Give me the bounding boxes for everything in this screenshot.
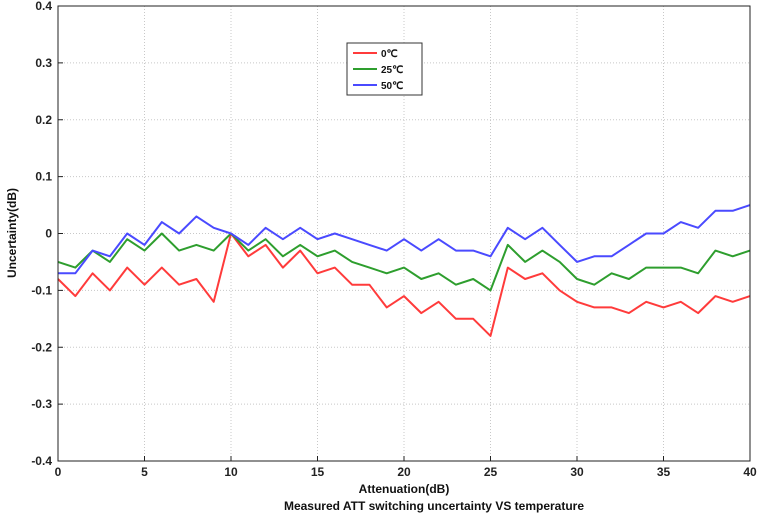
x-tick-label: 25 bbox=[484, 465, 498, 479]
y-tick-label: 0.2 bbox=[35, 113, 52, 127]
legend: 0℃ 25℃ 50℃ bbox=[346, 42, 423, 96]
x-tick-label: 0 bbox=[55, 465, 62, 479]
x-tick-label: 30 bbox=[570, 465, 584, 479]
x-tick-label: 20 bbox=[397, 465, 411, 479]
y-tick-label: -0.2 bbox=[31, 340, 52, 354]
y-tick-label: 0.1 bbox=[35, 170, 52, 184]
x-axis-label: Attenuation(dB) bbox=[359, 482, 450, 496]
chart-title: Measured ATT switching uncertainty VS te… bbox=[284, 499, 584, 513]
legend-label: 25℃ bbox=[381, 65, 403, 76]
x-tick-label: 35 bbox=[657, 465, 671, 479]
y-tick-label: 0 bbox=[45, 227, 52, 241]
y-tick-label: 0.3 bbox=[35, 56, 52, 70]
series-line bbox=[58, 204, 751, 275]
x-tick-label: 15 bbox=[311, 465, 325, 479]
y-tick-label: -0.3 bbox=[31, 397, 52, 411]
y-tick-label: -0.1 bbox=[31, 283, 52, 297]
series-line bbox=[57, 232, 751, 337]
y-tick-label: -0.4 bbox=[31, 454, 52, 468]
series-layer bbox=[57, 204, 751, 337]
x-tick-label: 5 bbox=[141, 465, 148, 479]
legend-label: 50℃ bbox=[381, 81, 403, 92]
legend-label: 0℃ bbox=[381, 49, 398, 60]
y-tick-label: 0.4 bbox=[35, 0, 52, 13]
x-tick-label: 40 bbox=[743, 465, 757, 479]
x-tick-label: 10 bbox=[224, 465, 238, 479]
series-line bbox=[57, 232, 751, 292]
ticks: 0 5 10 15 20 25 30 35 40 -0.4 -0.3 -0.2 -0.1 0 0.1 0.2 0… bbox=[31, 0, 757, 479]
y-axis-label: Uncertainty(dB) bbox=[5, 188, 19, 278]
